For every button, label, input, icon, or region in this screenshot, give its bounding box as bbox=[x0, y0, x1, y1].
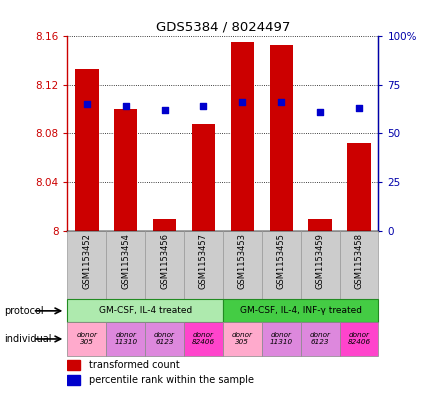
Text: GM-CSF, IL-4 treated: GM-CSF, IL-4 treated bbox=[99, 307, 191, 315]
Bar bbox=[308, 219, 331, 231]
Title: GDS5384 / 8024497: GDS5384 / 8024497 bbox=[155, 20, 289, 33]
Text: GSM1153459: GSM1153459 bbox=[315, 233, 324, 288]
Bar bbox=[75, 69, 98, 231]
Point bbox=[200, 103, 207, 109]
Text: GSM1153452: GSM1153452 bbox=[82, 233, 91, 288]
Text: transformed count: transformed count bbox=[89, 360, 180, 370]
Bar bbox=[145, 231, 184, 299]
Text: GSM1153458: GSM1153458 bbox=[354, 233, 363, 289]
Bar bbox=[269, 45, 292, 231]
Bar bbox=[67, 299, 222, 322]
Bar bbox=[339, 231, 378, 299]
Point bbox=[277, 99, 284, 105]
Bar bbox=[106, 231, 145, 299]
Bar bbox=[300, 231, 339, 299]
Text: donor
82406: donor 82406 bbox=[347, 332, 370, 345]
Bar bbox=[67, 360, 80, 370]
Bar bbox=[191, 124, 215, 231]
Text: protocol: protocol bbox=[4, 306, 44, 316]
Text: individual: individual bbox=[4, 334, 52, 344]
Text: percentile rank within the sample: percentile rank within the sample bbox=[89, 375, 253, 385]
Bar bbox=[67, 322, 106, 356]
Text: GSM1153457: GSM1153457 bbox=[198, 233, 207, 289]
Point bbox=[161, 107, 168, 113]
Text: donor
6123: donor 6123 bbox=[154, 332, 175, 345]
Point bbox=[355, 105, 362, 111]
Bar bbox=[184, 322, 222, 356]
Point bbox=[238, 99, 245, 105]
Bar bbox=[300, 322, 339, 356]
Text: donor
11310: donor 11310 bbox=[114, 332, 137, 345]
Text: GM-CSF, IL-4, INF-γ treated: GM-CSF, IL-4, INF-γ treated bbox=[239, 307, 361, 315]
Bar bbox=[261, 231, 300, 299]
Bar bbox=[222, 322, 261, 356]
Text: donor
11310: donor 11310 bbox=[269, 332, 292, 345]
Bar bbox=[222, 299, 378, 322]
Bar bbox=[261, 322, 300, 356]
Point bbox=[83, 101, 90, 107]
Text: GSM1153453: GSM1153453 bbox=[237, 233, 247, 289]
Bar bbox=[346, 143, 370, 231]
Text: donor
305: donor 305 bbox=[76, 332, 97, 345]
Bar bbox=[230, 42, 253, 231]
Text: donor
6123: donor 6123 bbox=[309, 332, 330, 345]
Text: GSM1153454: GSM1153454 bbox=[121, 233, 130, 288]
Bar bbox=[67, 231, 106, 299]
Bar bbox=[114, 109, 137, 231]
Point bbox=[122, 103, 129, 109]
Text: donor
82406: donor 82406 bbox=[191, 332, 214, 345]
Text: GSM1153456: GSM1153456 bbox=[160, 233, 169, 289]
Bar bbox=[153, 219, 176, 231]
Bar bbox=[184, 231, 222, 299]
Bar bbox=[339, 322, 378, 356]
Bar bbox=[106, 322, 145, 356]
Point bbox=[316, 109, 323, 115]
Bar bbox=[67, 375, 80, 385]
Text: GSM1153455: GSM1153455 bbox=[276, 233, 285, 288]
Bar bbox=[145, 322, 184, 356]
Bar bbox=[222, 231, 261, 299]
Text: donor
305: donor 305 bbox=[231, 332, 252, 345]
